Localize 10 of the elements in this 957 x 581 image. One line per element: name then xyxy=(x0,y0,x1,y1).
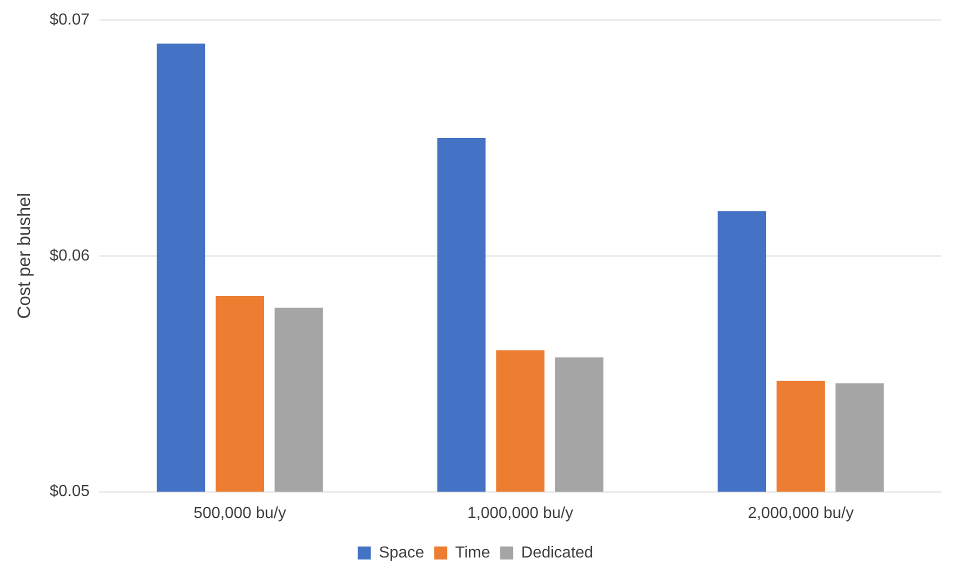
y-tick-label: $0.07 xyxy=(50,11,90,28)
x-tick-label: 500,000 bu/y xyxy=(194,504,286,522)
y-tick-label: $0.06 xyxy=(50,247,90,264)
legend-label: Dedicated xyxy=(521,544,594,562)
y-tick-label: $0.05 xyxy=(50,483,90,500)
legend-label: Space xyxy=(378,544,424,562)
legend-label: Time xyxy=(455,544,490,562)
x-tick-label: 1,000,000 bu/y xyxy=(467,504,574,522)
y-axis-title: Cost per bushel xyxy=(14,192,34,319)
x-tick-label: 2,000,000 bu/y xyxy=(748,504,854,522)
